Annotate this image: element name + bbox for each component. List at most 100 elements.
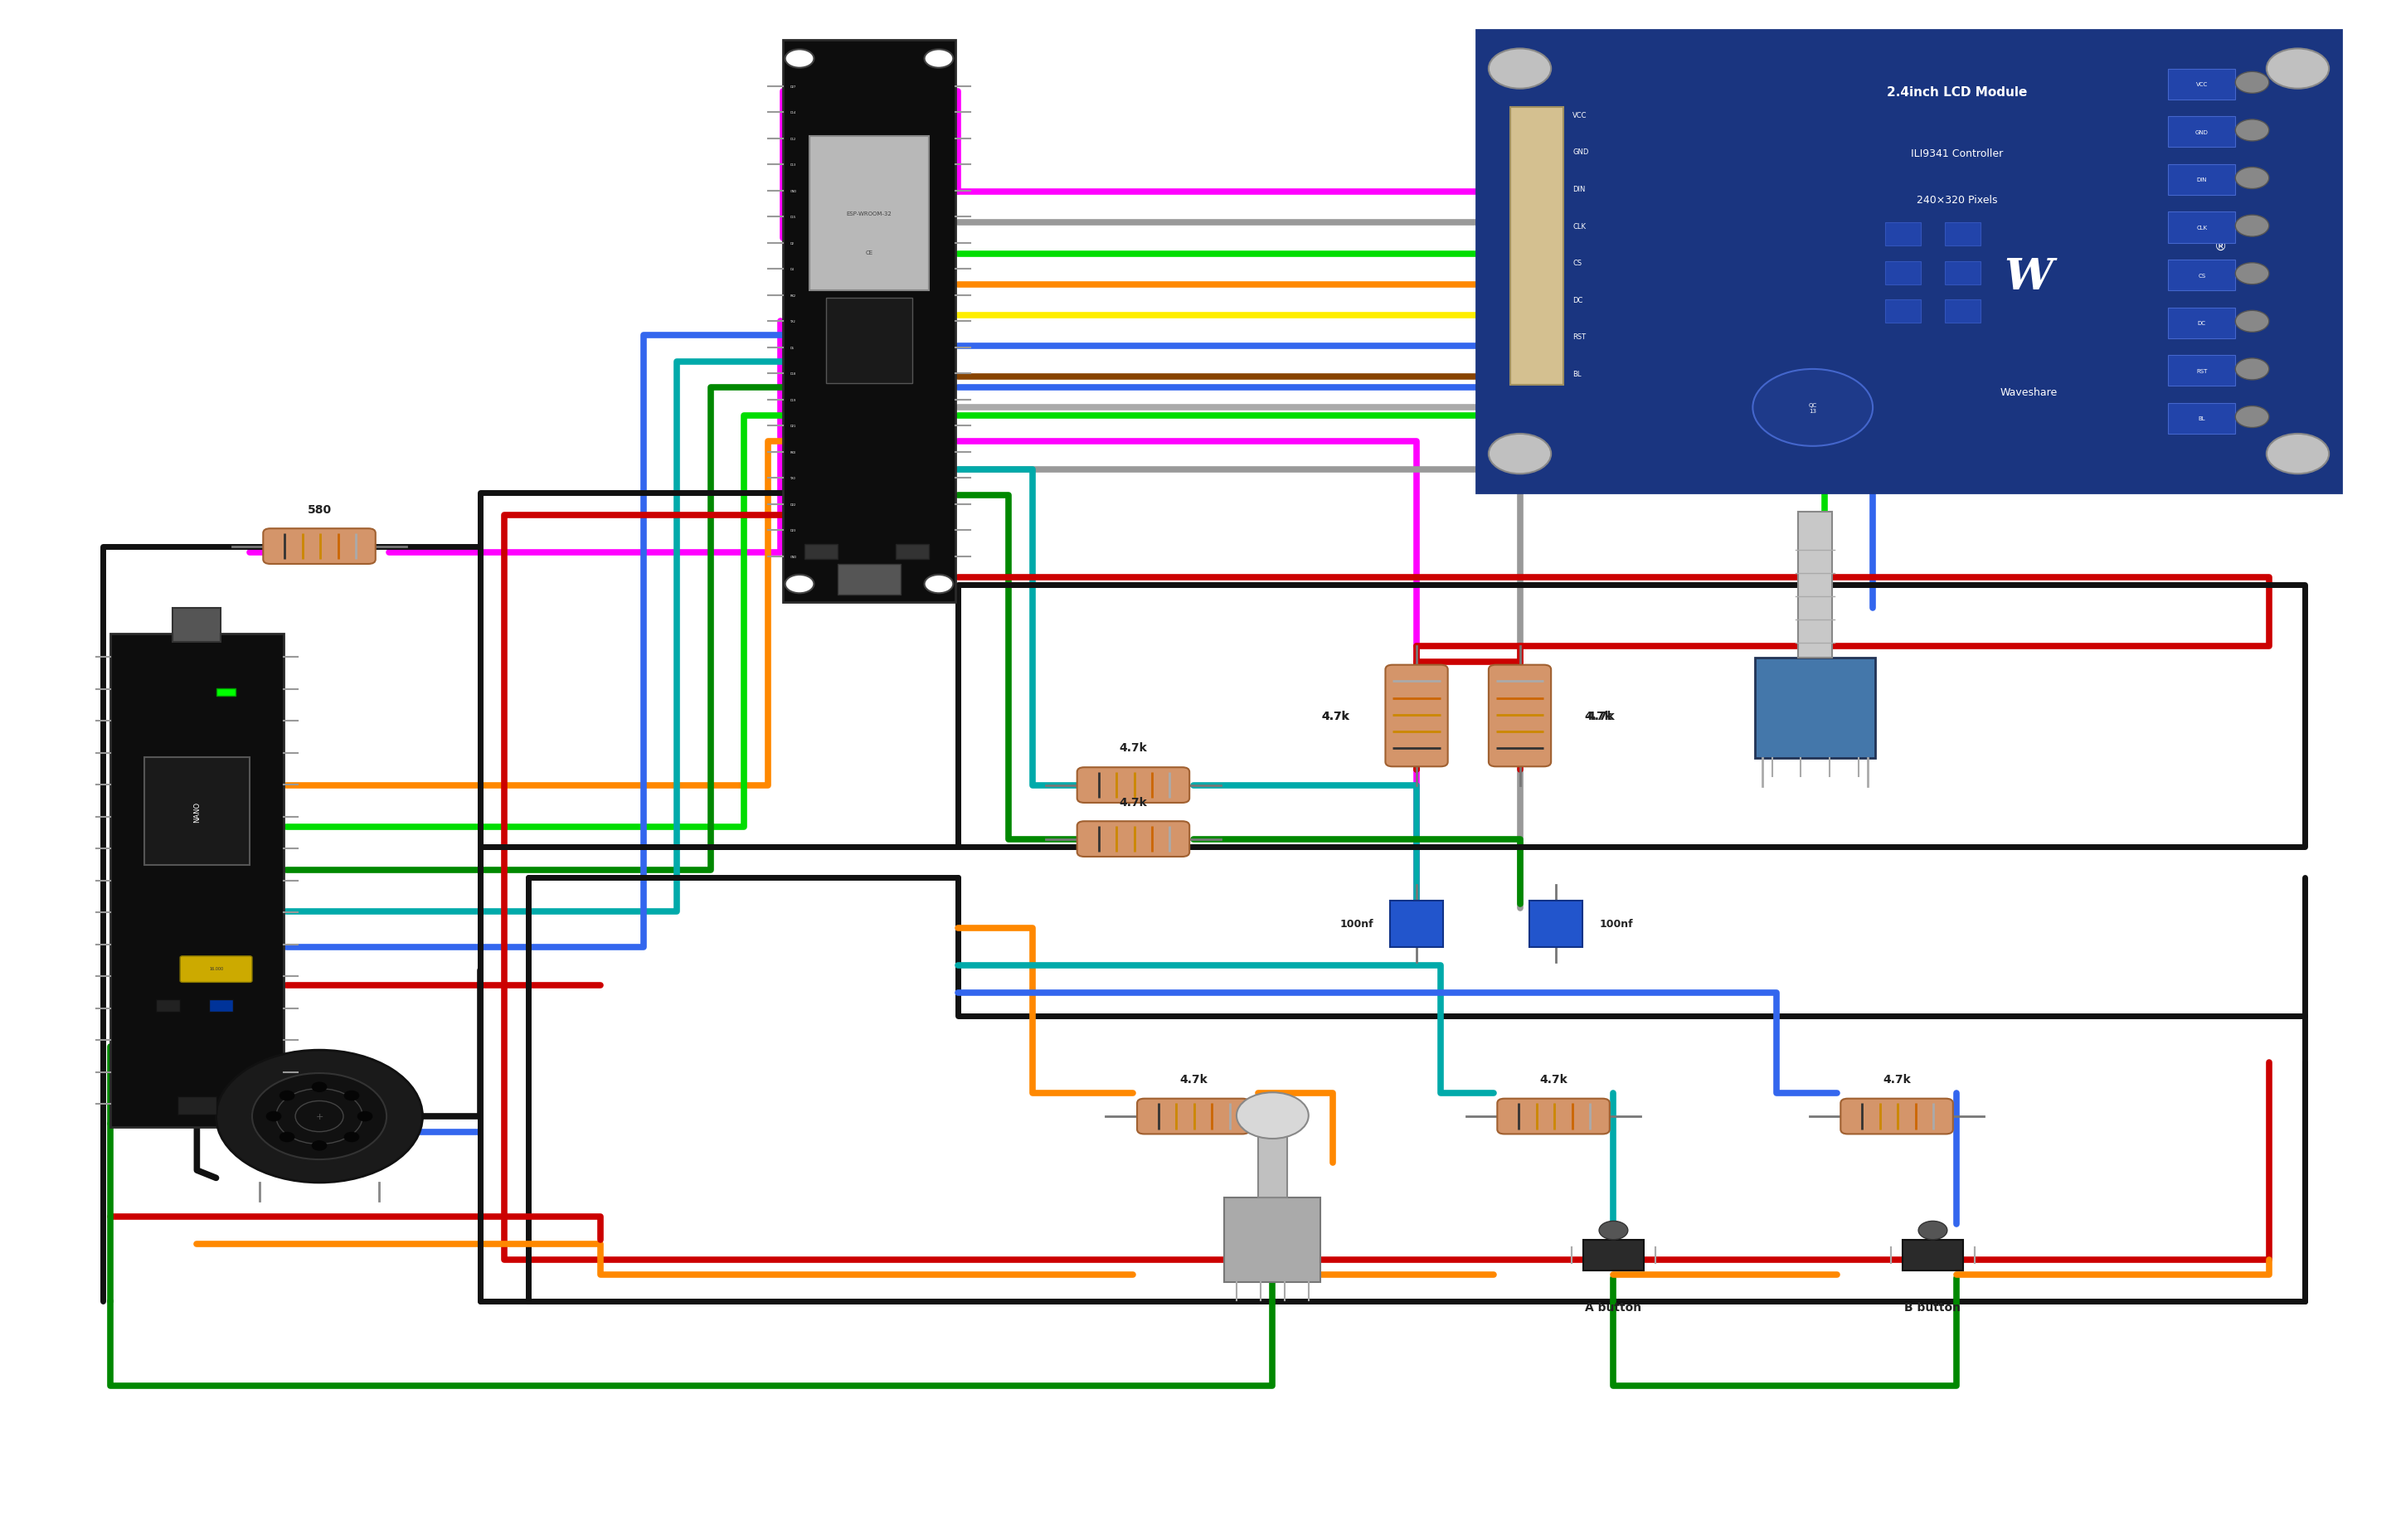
Circle shape [785,49,814,68]
Text: GND: GND [790,189,797,192]
Text: B button: B button [1904,1301,1962,1314]
Text: D21: D21 [790,425,797,428]
Bar [1585,1240,1645,1270]
Text: 240×320 Pixels: 240×320 Pixels [1916,196,1998,205]
Circle shape [216,1050,423,1183]
Bar [2168,308,2235,339]
Bar [783,42,956,602]
Text: D27: D27 [790,85,797,89]
FancyBboxPatch shape [1078,768,1188,804]
Circle shape [312,1083,327,1092]
Text: 2.4inch LCD Module: 2.4inch LCD Module [1887,86,2026,99]
Bar [1885,300,1921,323]
Text: +: + [315,1112,324,1121]
Text: CS: CS [1573,260,1582,266]
Text: D22: D22 [790,504,797,507]
Bar [1529,901,1582,947]
Circle shape [1489,49,1551,89]
Bar [178,1096,216,1115]
Bar [1755,659,1875,758]
Circle shape [281,1092,295,1101]
Text: D19: D19 [790,399,797,402]
Bar [1510,108,1563,385]
Circle shape [343,1092,358,1101]
Text: 100nf: 100nf [1340,919,1373,929]
Circle shape [1237,1093,1309,1140]
Text: DIN: DIN [2197,177,2207,183]
Text: A button: A button [1585,1301,1642,1314]
Text: CS: CS [2197,273,2207,279]
Text: DC: DC [2197,320,2207,326]
Circle shape [267,1112,281,1121]
Text: Waveshare: Waveshare [2000,388,2058,397]
Text: QC
13: QC 13 [1808,403,1818,413]
Bar [1225,1198,1321,1281]
Text: CE: CE [864,249,874,256]
Bar [173,608,221,642]
Text: D12: D12 [790,137,797,140]
FancyBboxPatch shape [1498,1100,1609,1133]
Circle shape [343,1132,358,1141]
Text: W: W [2005,256,2053,299]
Text: VCC: VCC [1573,112,1587,119]
Text: D2: D2 [790,242,795,245]
FancyBboxPatch shape [1842,1100,1952,1133]
Text: RST: RST [2197,368,2207,374]
Bar [1798,511,1832,659]
Bar [1945,262,1981,285]
Bar [2168,117,2235,148]
Text: TX0: TX0 [790,477,795,480]
Text: GND: GND [1573,149,1589,156]
Bar [144,758,250,865]
Text: CLK: CLK [2197,225,2207,231]
Bar [1945,300,1981,323]
Text: 4.7k: 4.7k [1882,1073,1911,1084]
Bar [2168,403,2235,434]
Text: DC: DC [1573,297,1582,303]
Text: NANO: NANO [192,801,202,822]
Circle shape [2267,49,2329,89]
Text: 4.7k: 4.7k [1119,796,1148,807]
Bar [209,999,233,1012]
Text: VCC: VCC [2197,82,2207,88]
Text: D18: D18 [790,373,797,376]
Text: RST: RST [1573,334,1587,340]
Text: 100nf: 100nf [1599,919,1633,929]
Text: D15: D15 [790,216,797,219]
Circle shape [2235,359,2269,380]
Text: 4.7k: 4.7k [1321,710,1349,722]
Bar [804,545,838,559]
Bar [156,999,180,1012]
Circle shape [1599,1221,1628,1240]
Circle shape [2235,407,2269,428]
Text: 4.7k: 4.7k [1179,1073,1208,1084]
Bar [1477,31,2341,493]
Bar [1390,901,1443,947]
Text: 580: 580 [307,504,331,514]
Circle shape [281,1132,295,1141]
FancyBboxPatch shape [1078,822,1188,856]
Text: RX2: RX2 [790,294,795,297]
Bar [826,299,912,383]
Text: BL: BL [2199,416,2204,422]
Bar [2168,165,2235,196]
Text: ESP-WROOM-32: ESP-WROOM-32 [848,211,891,217]
Text: D13: D13 [790,163,797,166]
Text: ®: ® [2214,240,2228,253]
Circle shape [1489,434,1551,474]
Text: 4.7k: 4.7k [1119,742,1148,755]
Bar [1885,262,1921,285]
Bar [1885,223,1921,246]
Circle shape [2235,216,2269,237]
Circle shape [924,576,953,593]
Bar [838,564,900,594]
Text: ILI9341 Controller: ILI9341 Controller [1911,149,2002,159]
Circle shape [785,576,814,593]
Circle shape [358,1112,372,1121]
Circle shape [2267,434,2329,474]
Text: 16.000: 16.000 [209,967,223,970]
Text: 4.7k: 4.7k [1587,710,1616,722]
Bar [896,545,929,559]
Circle shape [1918,1221,1947,1240]
Circle shape [2235,120,2269,142]
